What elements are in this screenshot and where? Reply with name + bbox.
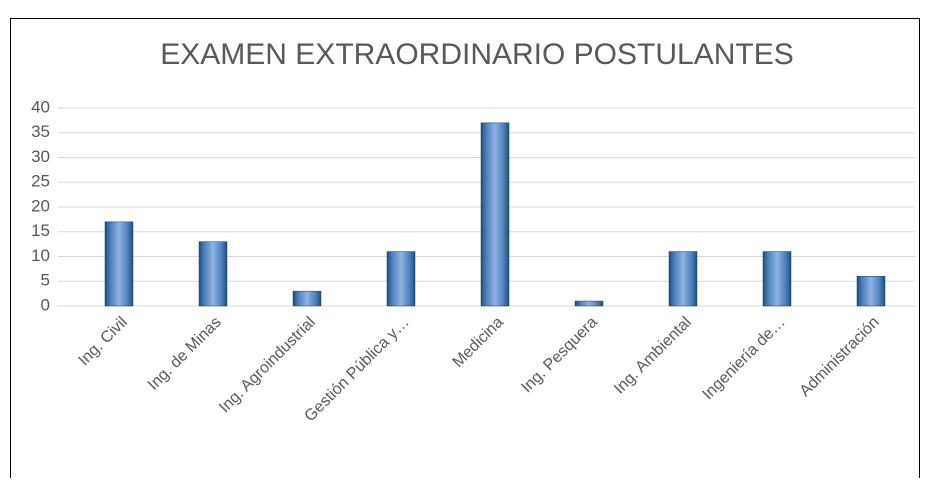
chart-frame (10, 18, 920, 483)
y-tick-label: 30 (31, 147, 50, 166)
y-tick-label: 0 (41, 295, 50, 314)
bar (856, 276, 886, 307)
bar (386, 251, 416, 307)
bar (104, 221, 134, 307)
y-tick-label: 10 (31, 246, 50, 265)
y-tick-label: 35 (31, 122, 50, 141)
y-tick-label: 25 (31, 172, 50, 191)
bar (762, 251, 792, 307)
bar (668, 251, 698, 307)
bar (480, 122, 510, 307)
y-tick-label: 40 (31, 97, 50, 116)
y-tick-label: 5 (41, 271, 50, 290)
y-tick-label: 15 (31, 221, 50, 240)
bar (574, 300, 604, 307)
bar (292, 290, 322, 307)
bar (198, 241, 228, 307)
y-tick-label: 20 (31, 196, 50, 215)
chart-title: EXAMEN EXTRAORDINARIO POSTULANTES (160, 38, 793, 71)
